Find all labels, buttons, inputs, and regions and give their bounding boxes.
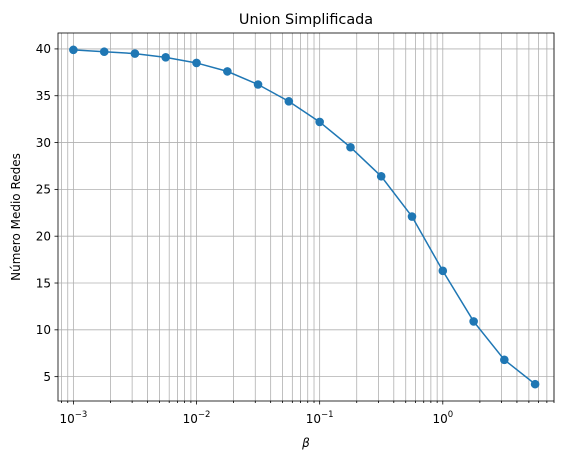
y-tick-label: 25 — [36, 183, 51, 197]
data-point — [69, 45, 78, 55]
y-tick-label: 5 — [43, 370, 51, 384]
y-tick-label: 35 — [36, 89, 51, 103]
data-point — [192, 58, 201, 68]
y-tick-label: 20 — [36, 229, 51, 243]
data-point — [500, 355, 509, 365]
data-point — [469, 317, 478, 326]
data-point — [407, 212, 417, 221]
x-tick-label: 10−1 — [306, 410, 334, 426]
data-point — [253, 80, 263, 89]
axes: 5 10 15 20 25 30 35 40 10−3 10−2 10−1 100 — [36, 32, 555, 426]
data-point — [346, 142, 355, 152]
x-axis-label: β — [301, 436, 310, 450]
grid — [58, 33, 555, 401]
series-line — [73, 49, 536, 385]
y-tick-label: 15 — [36, 276, 51, 290]
data-point — [376, 171, 386, 181]
data-point — [438, 266, 448, 276]
data-point — [99, 47, 109, 57]
data-point — [284, 97, 294, 106]
data-point — [530, 379, 540, 389]
data-point — [315, 117, 324, 127]
y-tick-label: 30 — [36, 136, 51, 150]
y-tick-label: 10 — [36, 323, 51, 337]
series-group — [69, 45, 540, 389]
data-point — [130, 49, 140, 58]
x-tick-label: 100 — [432, 410, 453, 426]
x-tick-label: 10−3 — [59, 410, 87, 426]
y-tick-label: 40 — [36, 42, 51, 56]
chart-title: Union Simplificada — [239, 12, 373, 28]
data-point — [223, 67, 232, 76]
plot-frame — [57, 32, 555, 402]
data-point — [161, 53, 171, 62]
y-axis-label: Número Medio Redes — [9, 153, 23, 281]
x-tick-label: 10−2 — [183, 410, 211, 426]
